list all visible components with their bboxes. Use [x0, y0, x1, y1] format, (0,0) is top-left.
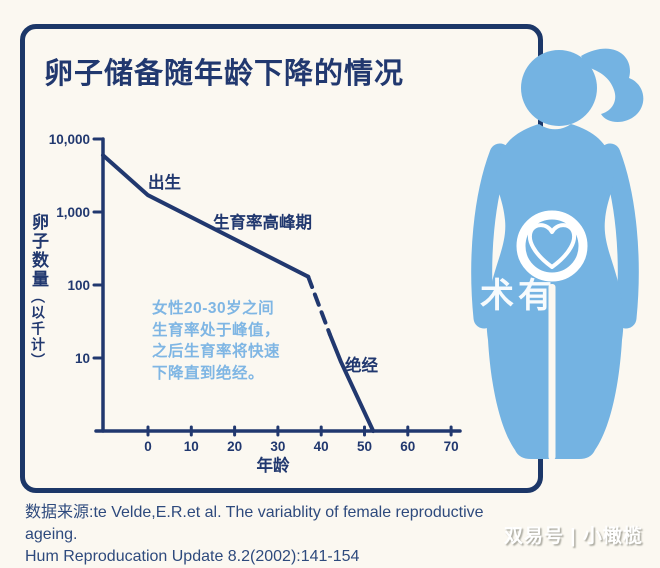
belly-circle	[516, 210, 588, 282]
y-tick-label: 10,000	[49, 132, 90, 147]
x-tick-label: 10	[184, 439, 199, 454]
x-tick-label: 0	[144, 439, 152, 454]
x-tick-label: 20	[227, 439, 242, 454]
woman-head	[521, 50, 597, 126]
pregnant-woman-figure	[471, 48, 644, 460]
data-source-citation: 数据来源:te Velde,E.R.et al. The variablity …	[25, 502, 525, 568]
curve-segment-solid	[101, 153, 311, 279]
leg-divider	[548, 284, 556, 460]
woman-right-arm	[599, 143, 639, 329]
center-watermark: 术有	[480, 277, 556, 315]
curve-segment-solid	[327, 332, 376, 433]
annotation-menopause: 绝经	[345, 357, 378, 375]
y-tick-label: 1,000	[56, 205, 90, 220]
x-axis-title: 年龄	[256, 457, 290, 475]
woman-ponytail	[581, 48, 644, 123]
woman-left-arm	[471, 143, 511, 329]
publisher-watermark: 双易号 | 小橄榄	[504, 526, 643, 547]
y-axis-title-main: 卵子数量	[29, 213, 48, 289]
x-tick-label: 30	[270, 439, 285, 454]
data-source-line2: Hum Reproducation Update 8.2(2002):141-1…	[25, 548, 360, 565]
page-title: 卵子储备随年龄下降的情况	[44, 58, 405, 90]
data-source-line1: 数据来源:te Velde,E.R.et al. The variablity …	[25, 504, 484, 543]
y-tick-label: 100	[67, 278, 90, 293]
annotation-peak-fertility: 生育率高峰期	[213, 214, 312, 232]
y-axis-title-unit: （以千计）	[30, 289, 46, 369]
curve-segment-dashed	[306, 274, 332, 337]
heart-icon	[528, 223, 576, 269]
annotation-birth: 出生	[148, 174, 181, 192]
x-tick-label: 60	[400, 439, 415, 454]
x-tick-label: 70	[444, 439, 459, 454]
y-tick-label: 10	[75, 351, 90, 366]
x-tick-label: 40	[314, 439, 329, 454]
x-tick-label: 50	[357, 439, 372, 454]
fertility-note-text: 女性20-30岁之间 生育率处于峰值， 之后生育率将快速 下降直到绝经。	[152, 300, 281, 382]
y-axis-title: 卵子数量（以千计）	[29, 213, 48, 369]
